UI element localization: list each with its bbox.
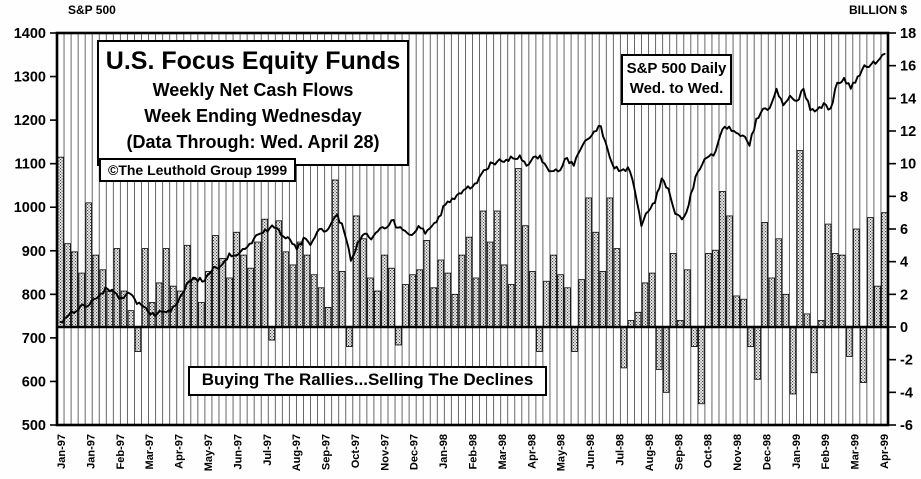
svg-text:1100: 1100 [15,157,46,173]
sp500-legend-box: S&P 500 Daily Wed. to Wed. [621,54,732,105]
svg-text:Dec-97: Dec-97 [409,434,421,470]
svg-text:Jul-97: Jul-97 [262,434,274,466]
svg-text:Dec-98: Dec-98 [761,434,773,470]
svg-text:14: 14 [900,91,916,107]
svg-text:Oct-97: Oct-97 [350,434,362,468]
svg-text:Feb-99: Feb-99 [820,434,832,469]
svg-text:600: 600 [22,374,46,390]
chart-title: U.S. Focus Equity Funds [105,47,401,75]
svg-text:4: 4 [900,255,908,271]
left-axis-title: S&P 500 [68,3,116,17]
svg-text:Jul-98: Jul-98 [614,434,626,466]
chart-subtitle-2: Week Ending Wednesday [144,106,362,127]
legend-line-2: Wed. to Wed. [629,80,724,98]
svg-text:18: 18 [900,26,916,42]
annotation-box: Buying The Rallies...Selling The Decline… [188,366,547,396]
svg-text:900: 900 [22,244,46,260]
svg-text:1000: 1000 [14,200,46,216]
svg-text:Jun-97: Jun-97 [232,434,244,469]
svg-text:0: 0 [900,320,908,336]
svg-text:-2: -2 [900,353,913,369]
svg-text:Mar-98: Mar-98 [497,434,509,469]
svg-text:Jan-99: Jan-99 [791,434,803,469]
svg-text:Mar-99: Mar-99 [850,434,862,469]
svg-text:Sep-98: Sep-98 [673,434,685,470]
svg-text:700: 700 [22,331,46,347]
svg-text:Feb-97: Feb-97 [115,434,127,469]
svg-text:-6: -6 [900,418,913,434]
svg-text:May-97: May-97 [203,434,215,471]
svg-text:6: 6 [900,222,908,238]
svg-text:Aug-97: Aug-97 [291,434,303,471]
svg-text:Apr-98: Apr-98 [526,434,538,469]
svg-text:Aug-98: Aug-98 [644,434,656,471]
svg-text:Sep-97: Sep-97 [321,434,333,470]
svg-text:2: 2 [900,287,908,303]
svg-text:Nov-98: Nov-98 [732,434,744,471]
svg-text:Jan-97: Jan-97 [56,434,68,469]
svg-text:Jun-98: Jun-98 [585,434,597,469]
svg-text:Jan-97: Jan-97 [85,434,97,469]
svg-text:12: 12 [900,124,916,140]
svg-text:Apr-97: Apr-97 [174,434,186,469]
svg-text:1400: 1400 [14,26,46,42]
svg-text:10: 10 [900,157,916,173]
svg-text:May-98: May-98 [556,434,568,471]
svg-text:16: 16 [900,59,916,75]
svg-text:Feb-98: Feb-98 [468,434,480,469]
svg-text:8: 8 [900,189,908,205]
chart-subtitle-1: Weekly Net Cash Flows [152,80,354,101]
svg-text:Nov-97: Nov-97 [379,434,391,471]
svg-text:Jan-98: Jan-98 [438,434,450,469]
svg-text:Oct-98: Oct-98 [703,434,715,468]
svg-text:-4: -4 [900,385,913,401]
svg-text:Apr-99: Apr-99 [879,434,891,469]
chart-title-box: U.S. Focus Equity Funds Weekly Net Cash … [97,40,409,166]
svg-text:Mar-97: Mar-97 [144,434,156,469]
svg-text:500: 500 [22,418,46,434]
copyright-label: ©The Leuthold Group 1999 [99,158,297,182]
svg-text:800: 800 [22,287,46,303]
svg-text:1300: 1300 [14,70,46,86]
legend-line-1: S&P 500 Daily [626,60,727,77]
svg-text:1200: 1200 [14,113,46,129]
chart-subtitle-3: (Data Through: Wed. April 28) [126,132,380,153]
right-axis-title: BILLION $ [848,3,907,17]
